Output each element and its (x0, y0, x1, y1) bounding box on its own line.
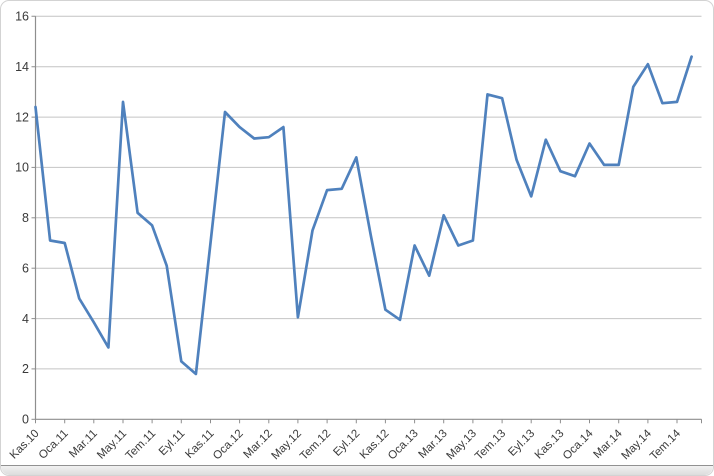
y-tick-label: 8 (22, 211, 29, 225)
x-tick-label: May.14 (619, 427, 654, 462)
y-tick-label: 2 (22, 362, 29, 376)
x-tick-label: Kas.12 (358, 428, 392, 462)
x-tick-label: Mar.11 (67, 428, 100, 461)
x-tick-label: Oca.14 (561, 427, 596, 462)
x-tick-label: Tem.13 (473, 428, 508, 463)
chart-svg: 0246810121416Kas.10Oca.11Mar.11May.11Tem… (8, 10, 702, 463)
x-tick-label: Oca.13 (386, 428, 421, 463)
x-tick-label: Eyl.11 (157, 428, 187, 458)
chart-frame-bottom-edge (1, 465, 713, 475)
x-tick-label: Mar.12 (242, 428, 275, 461)
x-tick-label: Tem.12 (298, 428, 333, 463)
y-tick-label: 0 (22, 413, 29, 427)
y-tick-label: 12 (15, 110, 29, 124)
x-tick-label: Kas.10 (8, 428, 42, 462)
x-tick-label: Tem.14 (648, 427, 684, 463)
x-tick-label: Mar.13 (416, 428, 449, 461)
y-tick-label: 4 (22, 312, 29, 326)
x-tick-label: Tem.11 (124, 428, 159, 463)
x-tick-label: May.11 (95, 428, 129, 462)
y-tick-label: 16 (15, 10, 29, 24)
x-tick-label: Oca.11 (37, 428, 71, 462)
y-tick-label: 14 (15, 60, 29, 74)
x-tick-label: Kas.13 (533, 428, 567, 462)
y-tick-label: 6 (22, 261, 29, 275)
x-tick-label: May.13 (444, 428, 479, 463)
x-tick-label: Oca.12 (211, 428, 246, 463)
y-tick-label: 10 (15, 161, 29, 175)
x-tick-label: Mar.14 (591, 427, 625, 461)
series-line (34, 55, 693, 376)
x-tick-label: May.12 (269, 428, 304, 463)
